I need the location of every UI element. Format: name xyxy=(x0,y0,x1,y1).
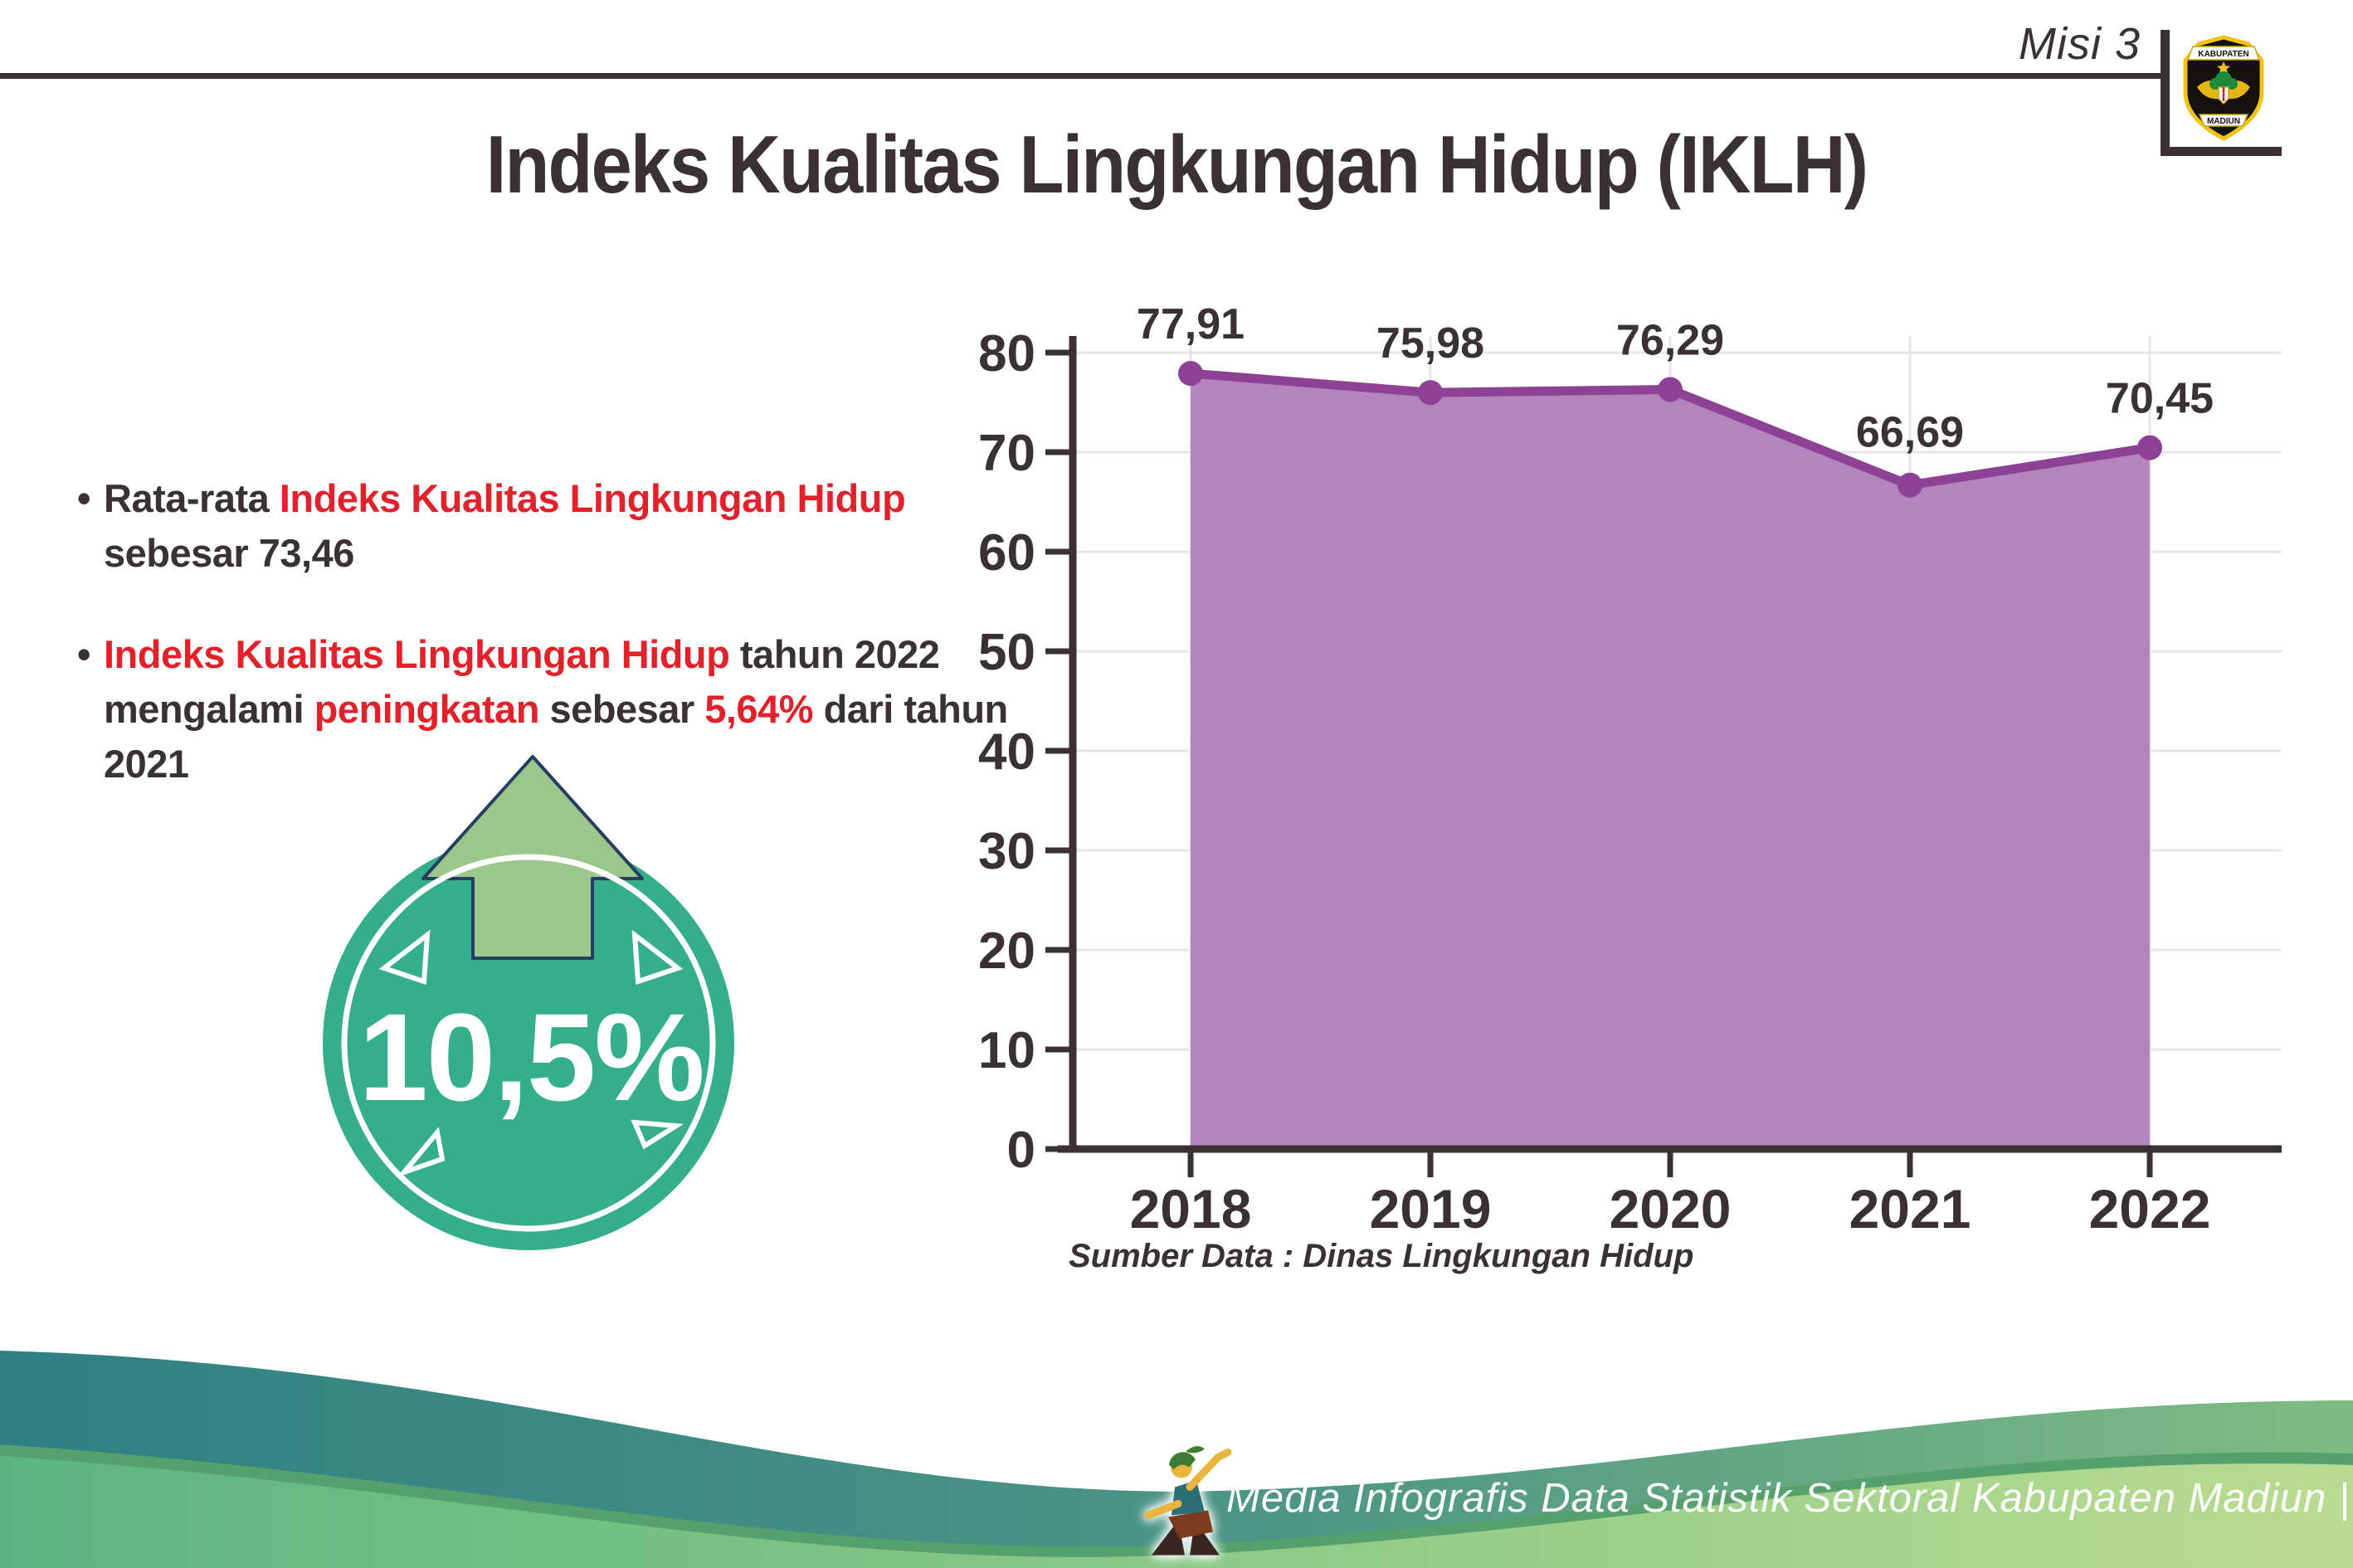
svg-text:MADIUN: MADIUN xyxy=(2207,117,2240,126)
y-tick-label: 40 xyxy=(978,723,1035,781)
y-tick-label: 10 xyxy=(978,1022,1035,1079)
data-point xyxy=(1178,361,1203,387)
y-tick-label: 30 xyxy=(978,823,1035,880)
svg-text:KABUPATEN: KABUPATEN xyxy=(2198,50,2248,59)
x-tick-label: 2019 xyxy=(1370,1178,1492,1239)
data-label: 70,45 xyxy=(2106,375,2214,423)
y-tick-label: 80 xyxy=(978,325,1035,382)
data-point xyxy=(2137,435,2162,460)
bullet-marker: • xyxy=(77,632,90,676)
y-tick-label: 0 xyxy=(1007,1122,1035,1179)
x-tick-label: 2022 xyxy=(2089,1178,2211,1239)
y-tick-label: 60 xyxy=(978,524,1035,582)
header-rule xyxy=(0,73,2167,79)
badge-percentage: 10,5% xyxy=(358,987,704,1127)
bullet-marker: • xyxy=(77,476,90,520)
bullet-text-segment: sebesar 73,46 xyxy=(104,531,354,575)
bullet-text-segment: peningkatan xyxy=(314,687,540,731)
mission-label: Misi 3 xyxy=(2018,19,2141,69)
bullet-average-iklh: • Rata-rata Indeks Kualitas Lingkungan Hi… xyxy=(77,471,1012,581)
data-label: 77,91 xyxy=(1137,300,1245,348)
bullet-text-segment: Indeks Kualitas Lingkungan Hidup xyxy=(279,476,906,520)
bullet-text-segment: 5,64% xyxy=(704,687,814,731)
sparkle-triangle-icon xyxy=(378,929,431,986)
sparkle-triangle-icon xyxy=(631,1119,684,1150)
footer-credit: Media Infografis Data Statistik Sektoral… xyxy=(1226,1476,2351,1521)
data-label: 66,69 xyxy=(1856,409,1964,457)
bullet-text-segment: sebesar xyxy=(538,687,705,731)
badge-inner-ring xyxy=(341,854,716,1232)
wave-light-green xyxy=(0,1456,2353,1568)
summary-bullets: • Rata-rata Indeks Kualitas Lingkungan Hi… xyxy=(77,471,1012,838)
source-note: Sumber Data : Dinas Lingkungan Hidup xyxy=(1069,1238,1694,1274)
data-point xyxy=(1658,377,1683,402)
kabupaten-madiun-logo-icon: KABUPATEN MADIUN xyxy=(2183,35,2264,141)
data-point xyxy=(1898,472,1922,498)
bullet-increase-2022: • Indeks Kualitas Lingkungan Hidup tahun … xyxy=(77,627,1012,791)
bullet-text-segment: Indeks Kualitas Lingkungan Hidup xyxy=(104,632,730,676)
y-tick-label: 50 xyxy=(978,624,1035,681)
logo-bracket-vertical xyxy=(2161,30,2170,156)
footer-wave xyxy=(0,1351,2353,1568)
logo-bracket-horizontal xyxy=(2161,147,2282,156)
y-tick-label: 70 xyxy=(978,425,1035,482)
sparkle-triangle-icon xyxy=(396,1127,446,1178)
sparkle-triangle-icon xyxy=(631,929,684,986)
x-tick-label: 2020 xyxy=(1610,1178,1732,1239)
area-fill xyxy=(1191,373,2150,1146)
increase-badge xyxy=(323,755,734,1250)
iklh-area-chart: 0 10 20 30 40 50 60 70 80 2018 2019 2020 2021 2022 77,… xyxy=(978,300,2282,1239)
data-label: 76,29 xyxy=(1616,317,1724,365)
y-tick-label: 20 xyxy=(978,923,1035,980)
x-tick-label: 2021 xyxy=(1849,1178,1971,1239)
y-axis-line xyxy=(1069,336,1077,1152)
data-point xyxy=(1418,380,1443,406)
page-title: Indeks Kualitas Lingkungan Hidup (IKLH) xyxy=(485,119,1868,210)
bullet-text-segment: dari tahun 2021 xyxy=(104,687,1008,786)
data-label: 75,98 xyxy=(1376,319,1484,368)
x-axis-line xyxy=(1058,1145,2282,1153)
dancer-mascot-icon xyxy=(1144,1446,1232,1556)
bullet-text-segment: tahun 2022 mengalami xyxy=(104,632,940,731)
bullet-text-segment: Rata-rata xyxy=(104,476,280,520)
x-tick-label: 2018 xyxy=(1130,1178,1252,1239)
